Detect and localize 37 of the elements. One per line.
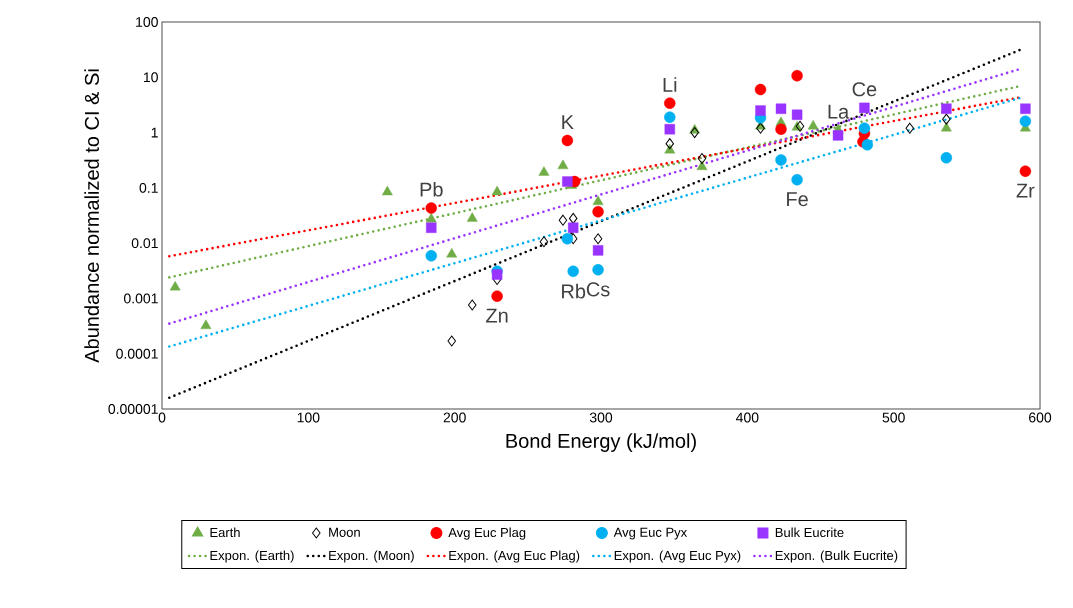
- legend-label: Avg Euc Plag: [448, 527, 526, 540]
- x-tick-label: 300: [589, 412, 613, 423]
- y-tick-label: 1: [151, 127, 158, 138]
- legend-label: Avg Euc Pyx: [613, 527, 688, 540]
- x-tick-label: 600: [1029, 412, 1052, 423]
- x-tick-label: 100: [297, 412, 320, 423]
- y-tick-label: 0.1: [139, 182, 158, 193]
- x-tick-label: 0: [158, 412, 166, 423]
- annotation: Li: [663, 77, 677, 92]
- x-tick-label: 400: [735, 412, 759, 423]
- annotation: Pb: [420, 181, 443, 197]
- annotation: Cs: [586, 282, 610, 297]
- legend-label: Expon. (Moon): [329, 550, 414, 563]
- y-tick-label: 0.00001: [108, 404, 158, 414]
- legend-label: Expon. (Avg Euc Pyx): [614, 550, 741, 563]
- annotation: Ce: [852, 82, 877, 97]
- legend-label: Expon. (Bulk Eucrite): [775, 550, 898, 563]
- legend-label: Expon. (Avg Euc Plag): [449, 550, 580, 563]
- x-tick-label: 500: [882, 412, 905, 423]
- legend-label: Moon: [329, 527, 360, 537]
- y-axis-title: Abundance normalized to CI & Si: [84, 69, 99, 363]
- annotation: Fe: [787, 192, 808, 207]
- legend-label: Bulk Eucrite: [775, 527, 844, 538]
- x-axis-title: Bond Energy (kJ/mol): [506, 433, 696, 452]
- y-tick-label: 100: [136, 17, 158, 27]
- y-tick-label: 0.01: [131, 238, 158, 249]
- annotation: La: [828, 104, 850, 119]
- x-tick-label: 200: [443, 412, 466, 423]
- annotation: Zr: [1016, 183, 1035, 198]
- annotation: Rb: [562, 283, 586, 299]
- y-tick-label: 0.001: [123, 293, 158, 304]
- y-tick-label: 10: [143, 72, 158, 83]
- legend-label: Expon. (Earth): [210, 550, 294, 563]
- legend-label: Earth: [210, 527, 240, 538]
- annotation: K: [562, 115, 574, 129]
- annotation: Zn: [486, 308, 508, 323]
- y-tick-label: 0.0001: [116, 348, 158, 359]
